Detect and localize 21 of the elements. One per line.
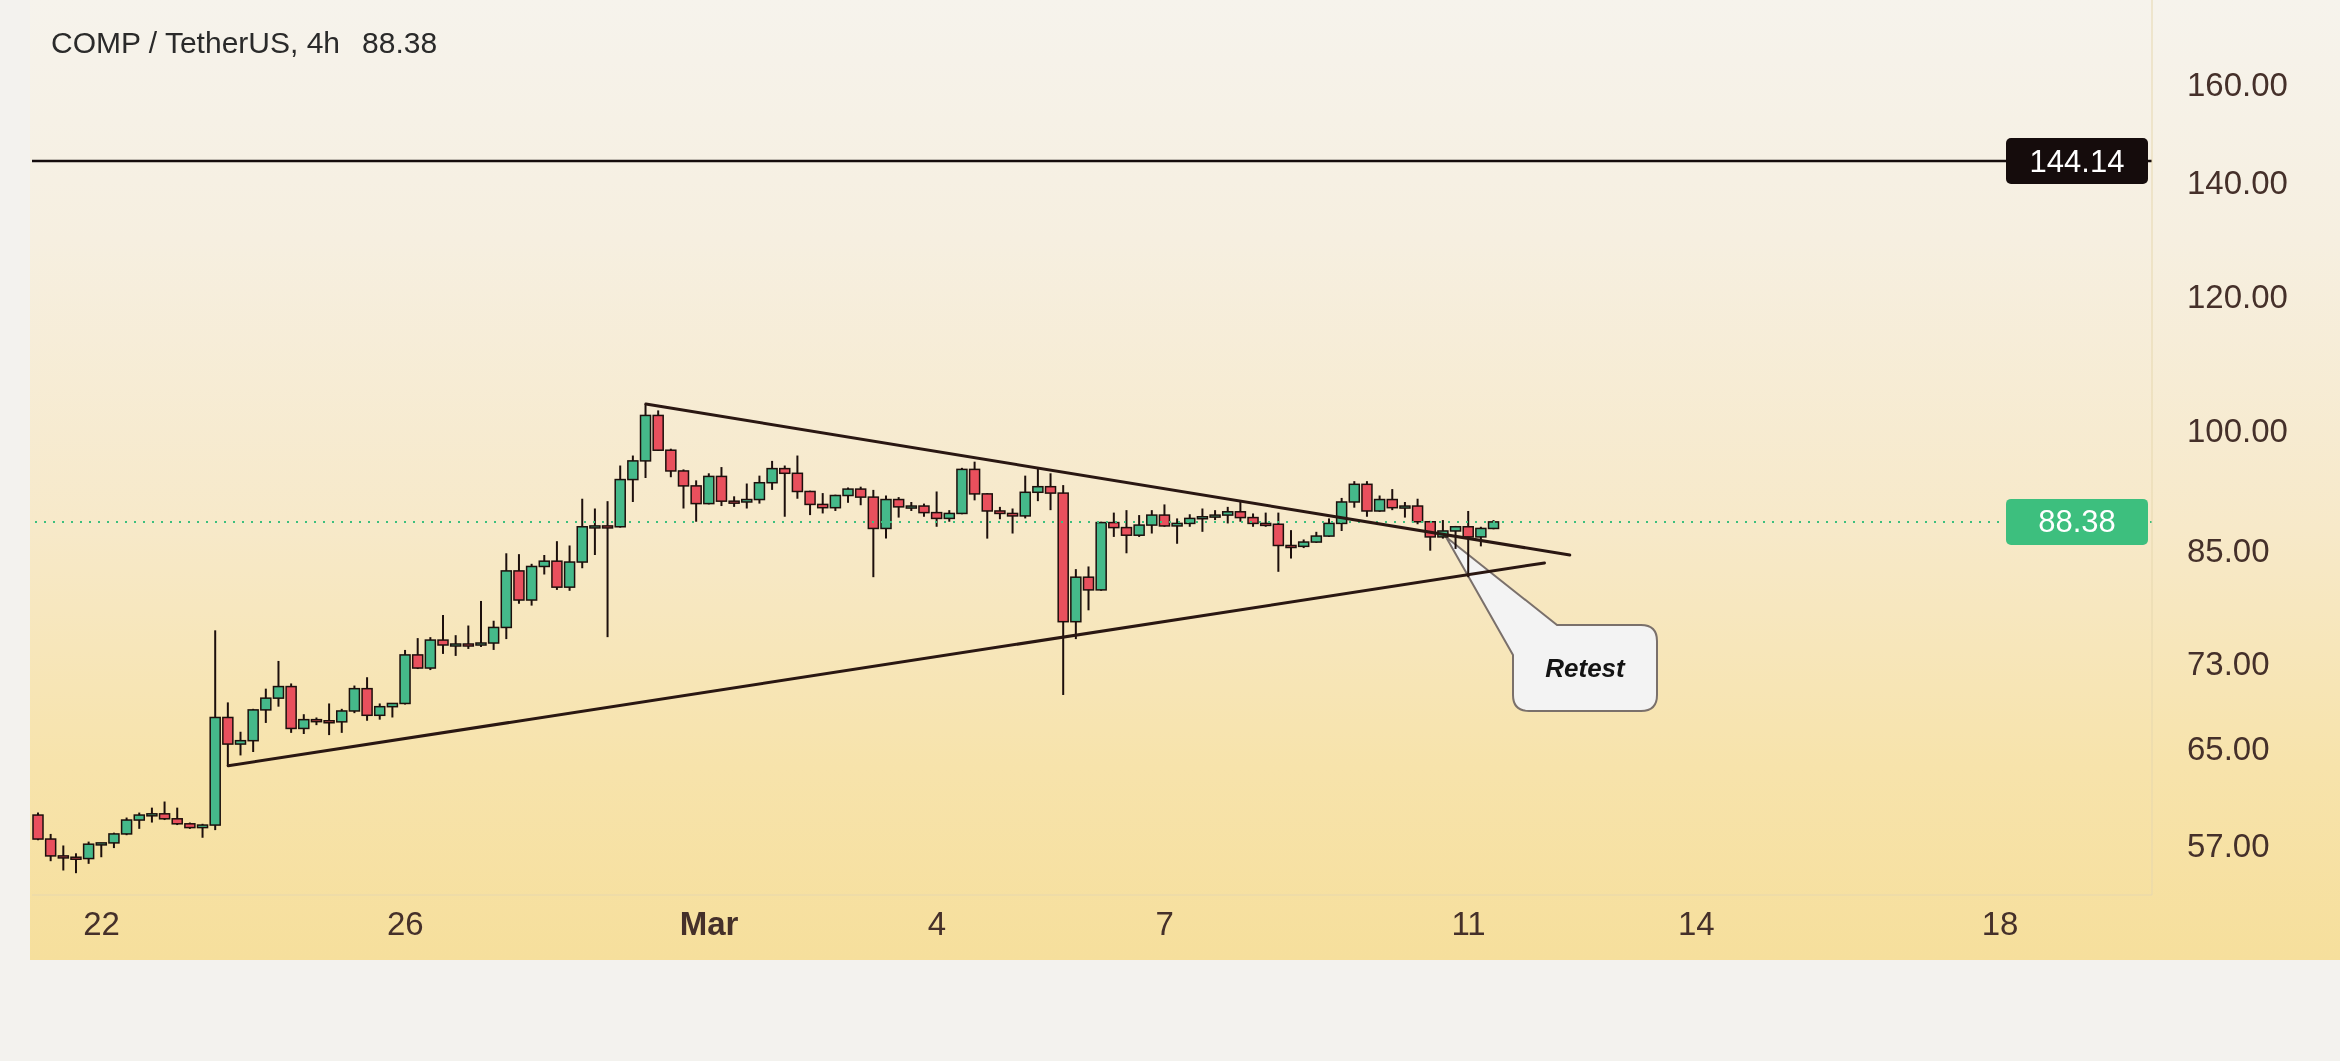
annotation: Retest bbox=[1545, 653, 1627, 683]
x-tick-label: 26 bbox=[387, 905, 424, 943]
x-tick-label: 18 bbox=[1981, 905, 2019, 943]
x-tick-label: 7 bbox=[1155, 905, 1174, 943]
x-tick-label: 14 bbox=[1678, 905, 1715, 943]
y-tick-label: 160.00 bbox=[2187, 65, 2288, 103]
y-tick-label: 73.00 bbox=[2187, 644, 2270, 682]
ref-line-label: 88.38 bbox=[2038, 504, 2116, 540]
text: COMP / TetherUS, 4h bbox=[51, 26, 341, 60]
x-tick-label: 11 bbox=[1451, 905, 1486, 943]
y-tick-label: 140.00 bbox=[2187, 164, 2288, 202]
text: 88.38 bbox=[362, 26, 438, 60]
y-tick-label: 120.00 bbox=[2187, 277, 2288, 315]
x-tick-label: 22 bbox=[83, 905, 120, 943]
y-tick-label: 100.00 bbox=[2187, 412, 2288, 450]
y-tick-label: 65.00 bbox=[2187, 730, 2270, 768]
y-tick-label: 57.00 bbox=[2187, 827, 2270, 865]
y-tick-label: 85.00 bbox=[2187, 532, 2270, 570]
ref-line-label: 144.14 bbox=[2029, 143, 2125, 179]
x-tick-label: 4 bbox=[927, 905, 947, 943]
x-tick-label: Mar bbox=[679, 905, 739, 943]
